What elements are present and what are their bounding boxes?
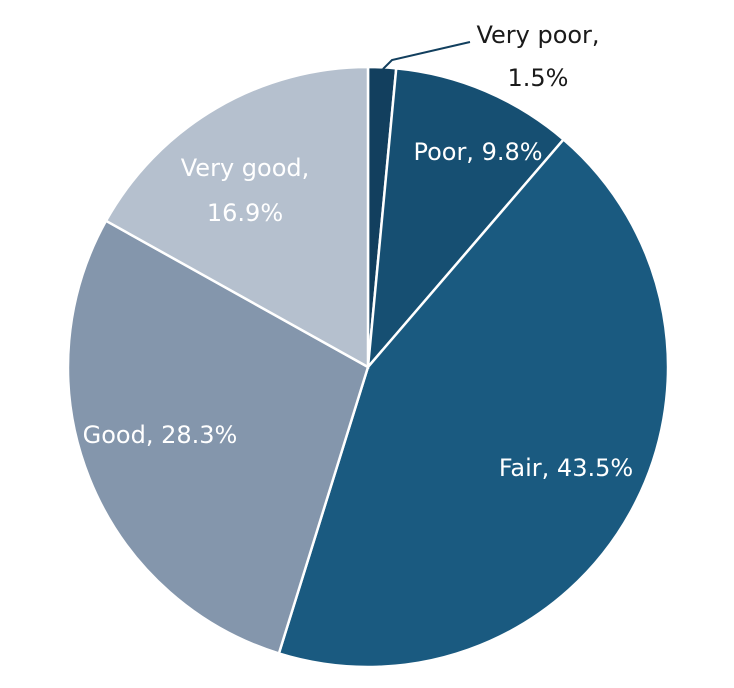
pie-slice-fair bbox=[277, 137, 670, 669]
pie-slice-poor bbox=[366, 66, 566, 371]
data-label-very-good: Very good, bbox=[181, 154, 309, 182]
data-label-very-poor: Very poor, bbox=[476, 21, 599, 49]
pie-slice-good bbox=[66, 219, 370, 656]
data-label-poor: Poor, 9.8% bbox=[413, 138, 542, 166]
data-label-very-good: 16.9% bbox=[207, 199, 283, 227]
data-label-very-poor: 1.5% bbox=[508, 64, 569, 92]
data-label-good: Good, 28.3% bbox=[83, 421, 238, 449]
data-label-fair: Fair, 43.5% bbox=[499, 454, 633, 482]
leader-line-very-poor bbox=[382, 41, 471, 70]
pie-slice-very-good bbox=[104, 65, 370, 370]
